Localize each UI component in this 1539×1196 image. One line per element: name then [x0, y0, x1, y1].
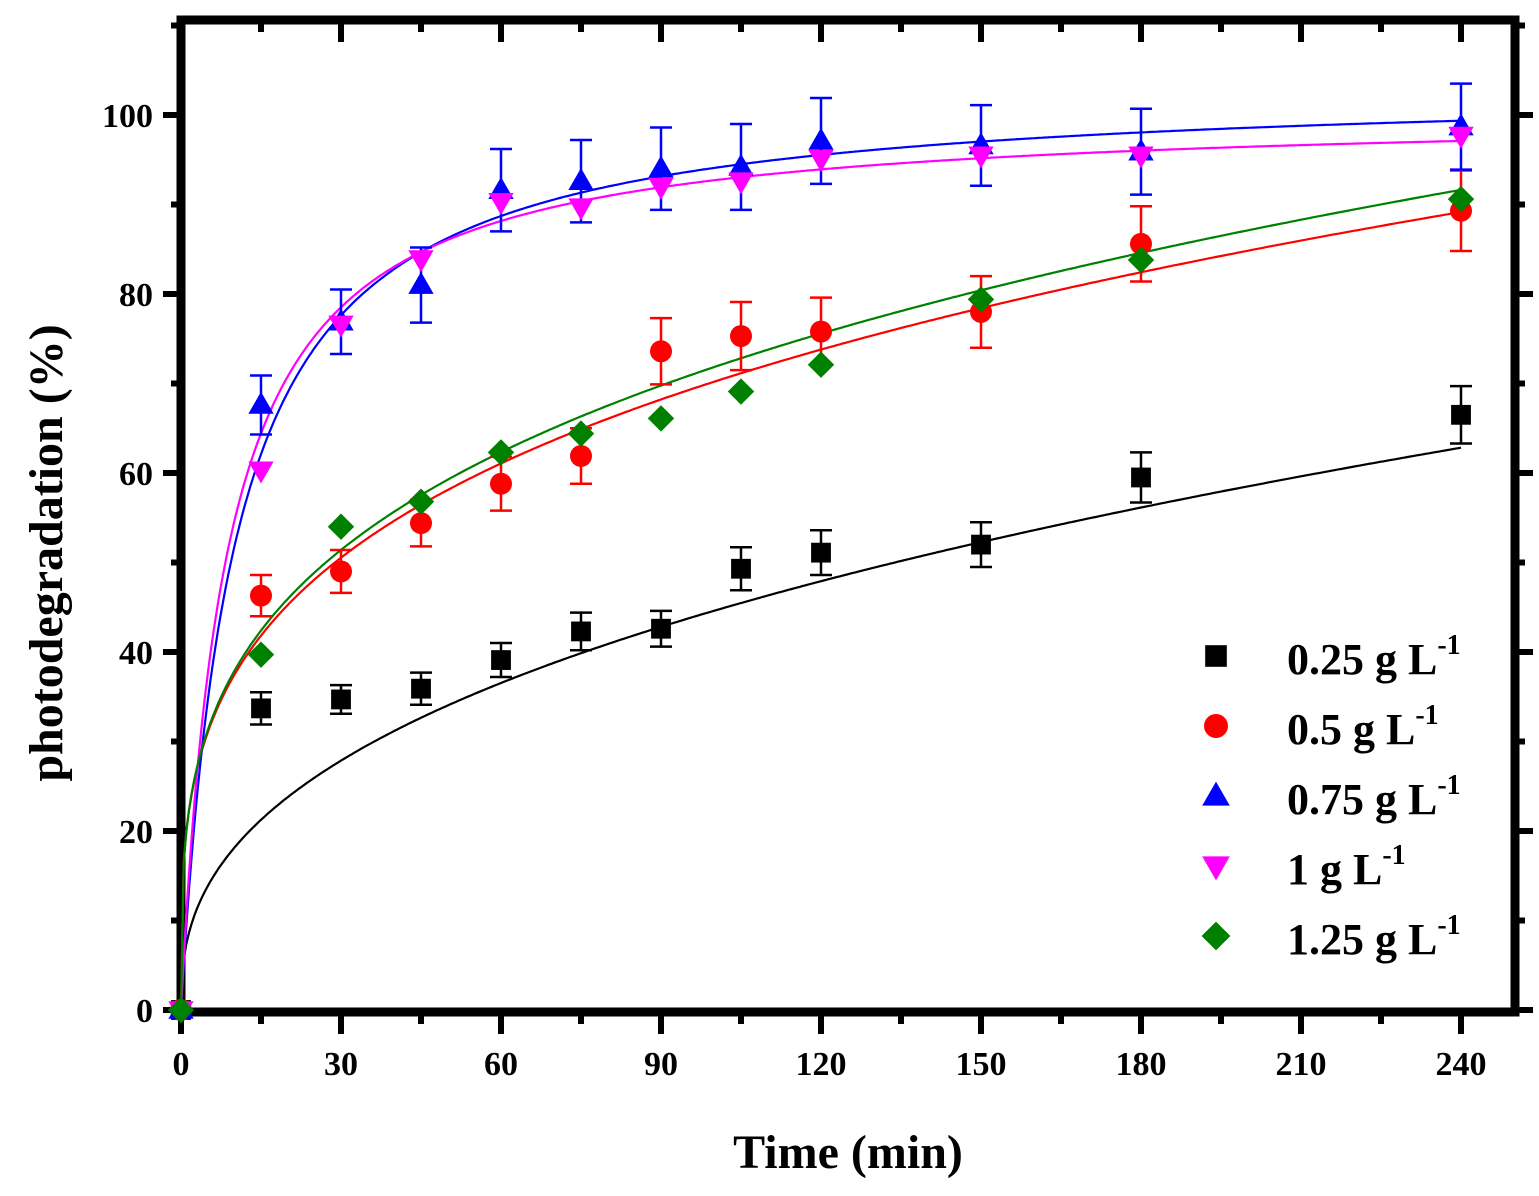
data-point [1128, 146, 1154, 169]
legend-label: 1 g L-1 [1287, 840, 1406, 894]
data-point [491, 650, 511, 670]
data-point [1447, 185, 1475, 213]
data-point [330, 560, 352, 583]
data-points [167, 113, 1475, 1024]
legend-label: 0.25 g L-1 [1287, 630, 1461, 684]
legend-unit-exponent: -1 [1437, 770, 1460, 801]
axis-ticks [163, 20, 1533, 1034]
data-point [648, 177, 674, 200]
tick-labels: 0 30 60 90 120 150 180 210 240 0 20 40 60 80 100 [102, 98, 1487, 1083]
data-point [1130, 232, 1152, 255]
data-point [328, 315, 354, 338]
legend-unit-exponent: -1 [1415, 700, 1438, 731]
x-axis-title: Time (min) [733, 1126, 963, 1179]
data-point [411, 678, 431, 699]
x-tick-label: 120 [796, 1046, 847, 1083]
legend-marker [1202, 856, 1230, 881]
data-point [251, 698, 271, 719]
legend-label: 0.5 g L-1 [1287, 700, 1439, 754]
legend-series-name: 0.25 g L [1287, 635, 1437, 684]
data-point [971, 534, 991, 555]
data-point [568, 168, 594, 191]
data-point [1131, 467, 1151, 488]
data-point [570, 444, 592, 467]
data-point [408, 250, 434, 273]
data-point [248, 461, 274, 484]
data-point [807, 351, 835, 378]
legend: 0.25 g L-10.5 g L-10.75 g L-11 g L-11.25… [1201, 630, 1461, 964]
data-point [808, 127, 834, 150]
data-point [810, 320, 832, 343]
x-tick-label: 210 [1276, 1046, 1327, 1083]
y-tick-label: 60 [119, 456, 153, 493]
y-tick-label: 100 [102, 98, 153, 135]
data-point [327, 513, 355, 540]
data-point [1451, 404, 1471, 425]
data-point [730, 325, 752, 348]
plot-area [176, 15, 1520, 1017]
error-bars [250, 82, 1472, 726]
legend-series-name: 0.5 g L [1287, 705, 1415, 754]
data-point [247, 641, 275, 668]
x-tick-label: 180 [1116, 1046, 1167, 1083]
x-tick-label: 60 [484, 1046, 518, 1083]
data-point [248, 391, 274, 414]
legend-series-name: 1 g L [1287, 845, 1382, 894]
x-tick-label: 0 [173, 1046, 190, 1083]
legend-label: 0.75 g L-1 [1287, 770, 1461, 824]
data-point [250, 584, 272, 607]
data-point [487, 439, 515, 466]
legend-marker [1202, 781, 1230, 806]
y-tick-label: 40 [119, 635, 153, 672]
data-point [490, 472, 512, 495]
y-tick-label: 0 [136, 993, 153, 1030]
legend-marker [1204, 714, 1228, 738]
data-point [408, 271, 434, 294]
data-point [648, 155, 674, 178]
data-point [571, 621, 591, 642]
y-tick-label: 80 [119, 277, 153, 314]
fit-curve [179, 446, 1462, 1011]
data-point [728, 153, 754, 176]
legend-label: 1.25 g L-1 [1287, 910, 1461, 964]
data-point [731, 558, 751, 579]
data-point [567, 420, 595, 447]
x-tick-label: 90 [644, 1046, 678, 1083]
legend-unit-exponent: -1 [1437, 910, 1460, 941]
x-tick-label: 150 [956, 1046, 1007, 1083]
data-point [331, 689, 351, 710]
data-point [808, 150, 834, 173]
legend-series-name: 0.75 g L [1287, 775, 1437, 824]
data-point [967, 286, 995, 313]
data-point [407, 488, 435, 515]
data-point [1127, 246, 1155, 274]
legend-marker [1201, 921, 1231, 951]
data-point [811, 542, 831, 563]
data-point [968, 146, 994, 169]
data-point [647, 405, 675, 432]
data-point [1448, 126, 1474, 149]
data-point [728, 172, 754, 195]
legend-unit-exponent: -1 [1382, 840, 1405, 871]
data-point [410, 512, 432, 535]
data-point [650, 340, 672, 363]
legend-series-name: 1.25 g L [1287, 915, 1437, 964]
legend-marker [1205, 645, 1227, 667]
y-axis-title: photodegradation (%) [20, 324, 73, 781]
x-tick-label: 240 [1436, 1046, 1487, 1083]
y-tick-label: 20 [119, 814, 153, 851]
data-point [568, 198, 594, 221]
data-point [727, 378, 755, 405]
legend-unit-exponent: -1 [1437, 630, 1460, 661]
data-point [651, 618, 671, 639]
data-point [167, 996, 195, 1024]
data-point [488, 193, 514, 216]
x-tick-label: 30 [324, 1046, 358, 1083]
plot-frame [176, 15, 1520, 1017]
